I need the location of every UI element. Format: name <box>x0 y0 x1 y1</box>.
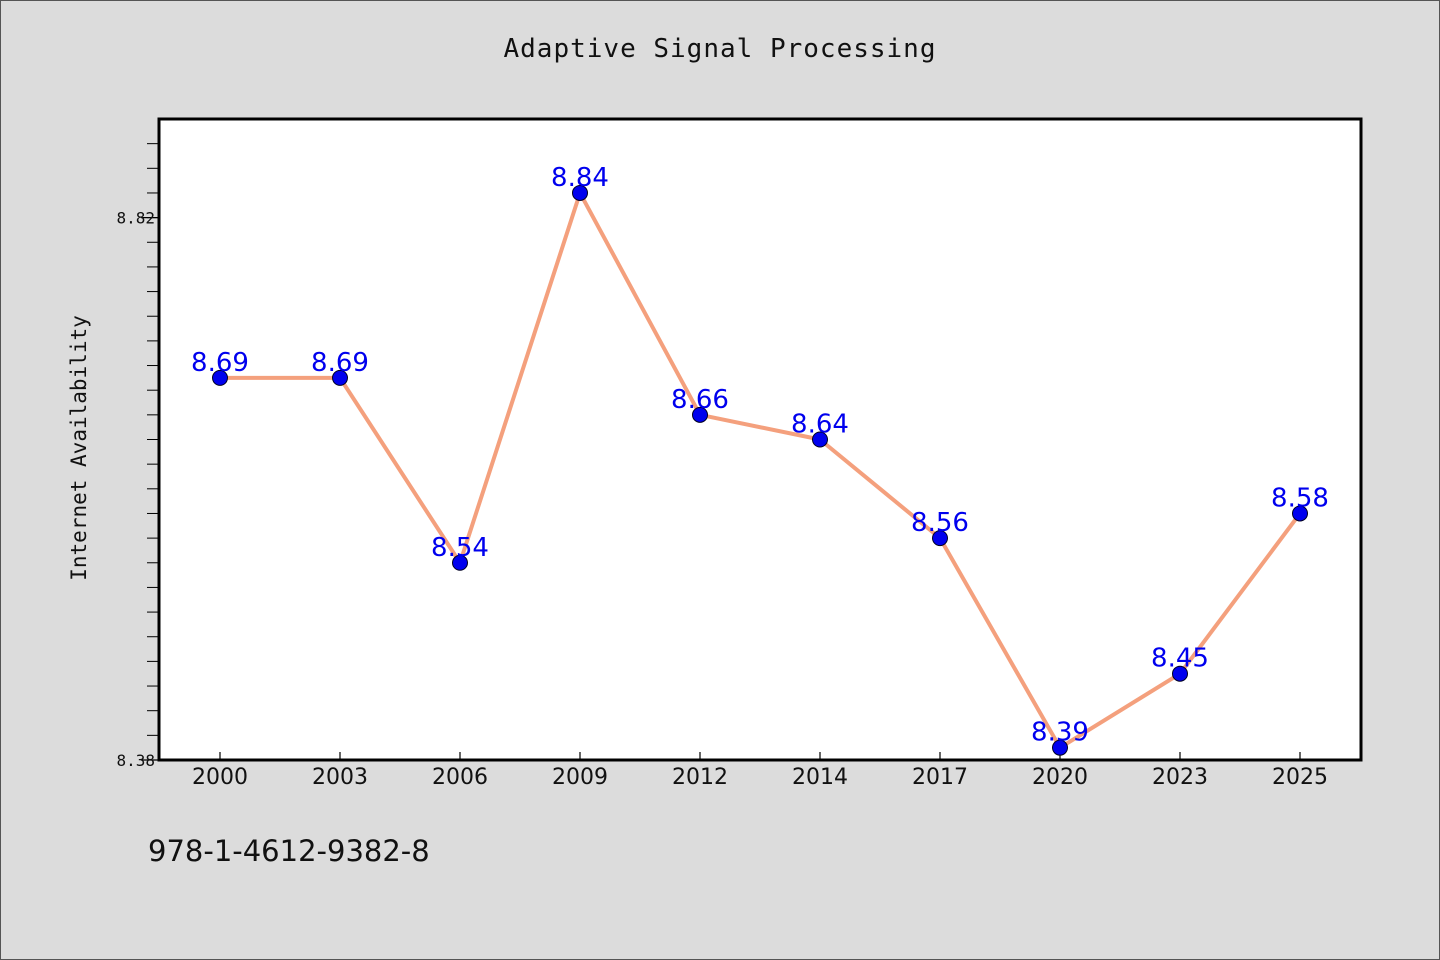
data-label: 8.54 <box>431 533 489 563</box>
data-point <box>212 369 228 386</box>
x-tick-label: 2003 <box>312 765 368 790</box>
x-tick-label: 2017 <box>912 765 968 790</box>
x-tick-label: 2009 <box>552 765 608 790</box>
data-label: 8.66 <box>671 385 729 415</box>
data-label: 8.64 <box>791 410 849 440</box>
series-markers-group <box>212 184 1308 756</box>
x-tick-label: 2020 <box>1032 765 1088 790</box>
data-label: 8.58 <box>1271 483 1329 513</box>
series-line <box>220 190 1302 750</box>
y-axis-label: Internet Availability <box>67 315 91 581</box>
x-tick-label: 2000 <box>192 765 248 790</box>
data-label: 8.69 <box>191 348 249 378</box>
plot-area <box>157 117 1363 762</box>
data-point <box>692 406 708 423</box>
chart-title: Adaptive Signal Processing <box>503 34 937 64</box>
series-line-group <box>220 190 1302 750</box>
x-tick-label: 2023 <box>1152 765 1208 790</box>
footer-code: 978-1-4612-9382-8 <box>148 834 430 868</box>
data-label: 8.69 <box>311 348 369 378</box>
data-point <box>452 554 468 571</box>
x-tick-label: 2012 <box>672 765 728 790</box>
data-label: 8.56 <box>911 508 969 538</box>
data-point <box>572 184 588 201</box>
data-point <box>812 431 828 448</box>
y-tick-label: 8.82 <box>116 209 155 228</box>
data-label: 8.84 <box>551 163 609 193</box>
data-label: 8.39 <box>1031 718 1089 748</box>
data-point <box>1292 505 1308 522</box>
y-axis: 8.38 8.82 <box>116 143 159 770</box>
x-axis: 2000 2003 2006 2009 2012 2014 2017 2020 2023 2025 <box>192 752 1328 790</box>
x-tick-label: 2025 <box>1272 765 1328 790</box>
data-point <box>1052 739 1068 756</box>
x-tick-label: 2006 <box>432 765 488 790</box>
data-label: 8.45 <box>1151 644 1209 674</box>
data-labels-group: 8.69 8.69 8.54 8.84 8.66 8.64 8.56 8.39 8.45 8.58 <box>191 163 1329 748</box>
data-point <box>332 369 348 386</box>
x-tick-label: 2014 <box>792 765 848 790</box>
data-point <box>932 530 948 547</box>
data-point <box>1172 665 1188 682</box>
y-tick-label: 8.38 <box>116 751 155 770</box>
